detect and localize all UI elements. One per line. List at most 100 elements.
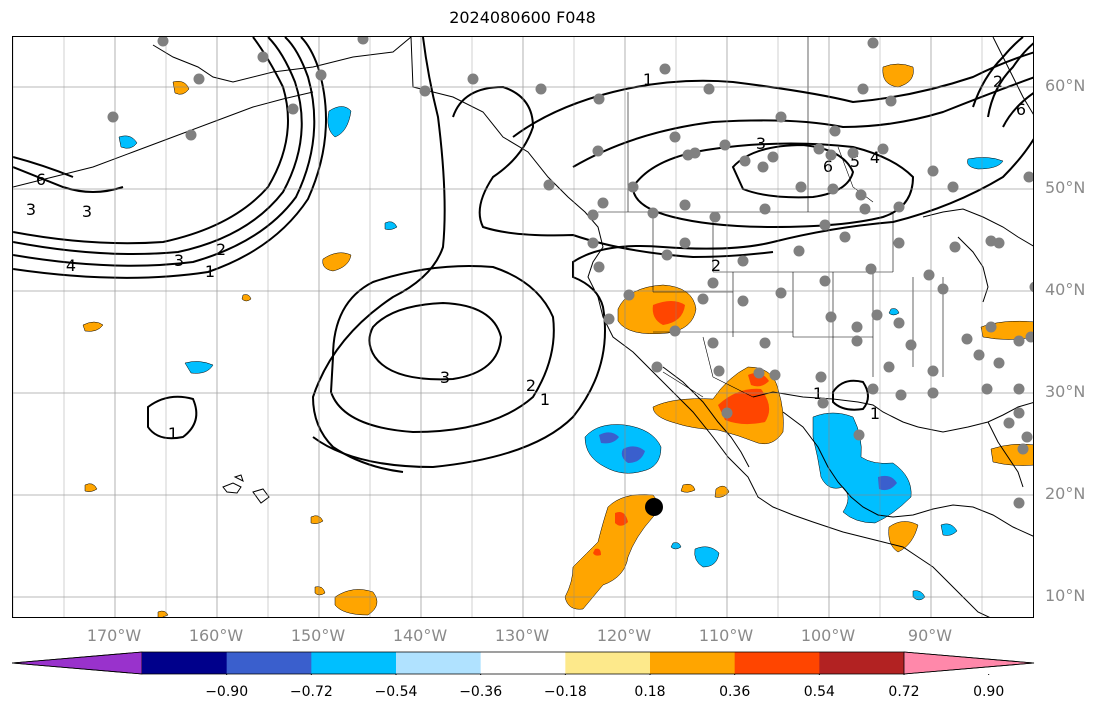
graticule — [13, 37, 1033, 617]
contour-label: 1 — [540, 390, 550, 409]
map-title: 2024080600 F048 — [449, 8, 596, 27]
contour-label: 2 — [216, 240, 226, 259]
colorbar-tick-label: 0.54 — [803, 684, 835, 700]
colorbar-segment — [819, 652, 905, 674]
station-marker — [592, 145, 604, 157]
colorbar-segment — [650, 652, 736, 674]
station-marker — [703, 83, 715, 95]
station-marker — [893, 201, 905, 213]
station-marker — [827, 183, 839, 195]
station-marker — [543, 179, 555, 191]
colorbar-segment — [565, 652, 651, 674]
station-marker — [709, 211, 721, 223]
station-marker — [1013, 497, 1025, 509]
station-marker — [905, 339, 917, 351]
station-marker — [647, 207, 659, 219]
station-markers — [107, 37, 1033, 509]
anomaly-fills — [82, 63, 1033, 617]
station-marker — [669, 131, 681, 143]
station-marker — [757, 161, 769, 173]
station-marker — [1013, 407, 1025, 419]
station-marker — [839, 231, 851, 243]
station-marker — [713, 365, 725, 377]
colorbar-tick-label: −0.72 — [289, 684, 333, 700]
contour-label: 1 — [168, 424, 178, 443]
station-marker — [867, 37, 879, 49]
station-marker — [603, 313, 615, 325]
station-marker — [1017, 443, 1029, 455]
station-marker — [927, 165, 939, 177]
station-marker — [825, 311, 837, 323]
colorbar-tick-label: 0.36 — [719, 684, 751, 700]
station-marker — [795, 181, 807, 193]
station-marker — [679, 199, 691, 211]
longitude-label: 100°W — [800, 626, 856, 645]
contour-label: 2 — [711, 256, 721, 275]
station-marker — [535, 83, 547, 95]
colorbar-segment — [142, 652, 228, 674]
longitude-label: 170°W — [86, 626, 142, 645]
station-marker — [829, 125, 841, 137]
longitude-label: 130°W — [494, 626, 550, 645]
latitude-label: 50°N — [1045, 178, 1086, 197]
station-marker — [819, 219, 831, 231]
colorbar-segment — [480, 652, 566, 674]
contour-label: 5 — [850, 152, 860, 171]
station-marker — [853, 429, 865, 441]
station-marker — [587, 209, 599, 221]
station-marker — [627, 181, 639, 193]
station-marker — [287, 103, 299, 115]
station-marker — [193, 73, 205, 85]
contour-label: 1 — [643, 70, 653, 89]
colorbar-tick-label: −0.54 — [374, 684, 418, 700]
colorbar-extend-max — [903, 651, 1035, 675]
station-marker — [985, 235, 997, 247]
highlight-marker — [645, 498, 663, 516]
station-marker — [819, 275, 831, 287]
colorbar-tick-label: −0.90 — [205, 684, 249, 700]
latitude-label: 40°N — [1045, 280, 1086, 299]
station-marker — [185, 129, 197, 141]
station-marker — [597, 197, 609, 209]
station-marker — [981, 383, 993, 395]
station-marker — [759, 203, 771, 215]
colorbar-extend-min — [12, 651, 143, 675]
contour-label: 4 — [66, 256, 76, 275]
station-marker — [877, 143, 889, 155]
station-marker — [927, 387, 939, 399]
station-marker — [157, 37, 169, 47]
colorbar-segment — [396, 652, 482, 674]
station-marker — [1003, 417, 1015, 429]
station-marker — [719, 139, 731, 151]
station-marker — [865, 263, 877, 275]
latitude-label: 30°N — [1045, 382, 1086, 401]
station-marker — [315, 69, 327, 81]
station-marker — [867, 383, 879, 395]
longitude-label: 150°W — [290, 626, 346, 645]
station-marker — [707, 277, 719, 289]
colorbar — [12, 651, 1035, 675]
station-marker — [737, 255, 749, 267]
station-marker — [895, 389, 907, 401]
contour-label: 3 — [174, 251, 184, 270]
latitude-label: 20°N — [1045, 484, 1086, 503]
latitude-label: 10°N — [1045, 586, 1086, 605]
station-marker — [659, 63, 671, 75]
station-marker — [847, 147, 859, 159]
longitude-label: 90°W — [907, 626, 953, 645]
station-marker — [357, 37, 369, 45]
colorbar-tick-label: 0.72 — [888, 684, 920, 700]
colorbar-segment — [226, 652, 312, 674]
station-marker — [947, 181, 959, 193]
contour-label: 1 — [813, 384, 823, 403]
station-marker — [419, 85, 431, 97]
station-marker — [985, 321, 997, 333]
station-marker — [893, 237, 905, 249]
station-marker — [257, 51, 269, 63]
station-marker — [697, 293, 709, 305]
station-marker — [813, 143, 825, 155]
station-marker — [593, 93, 605, 105]
station-marker — [923, 269, 935, 281]
